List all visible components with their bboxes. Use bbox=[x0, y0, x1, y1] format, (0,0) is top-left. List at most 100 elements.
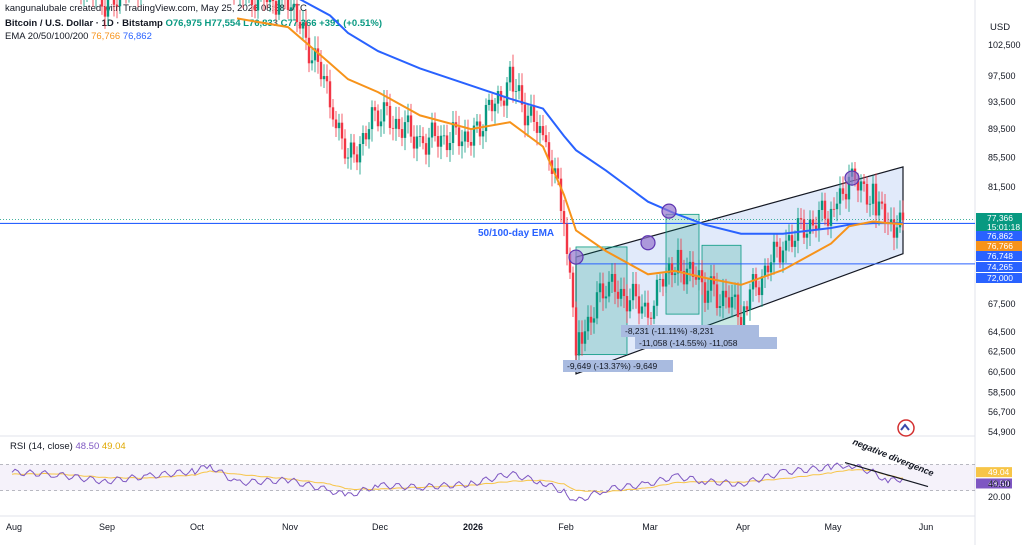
candle-body bbox=[877, 201, 881, 216]
candle-body bbox=[664, 273, 668, 287]
measure-range-1 bbox=[575, 246, 628, 356]
x-tick-label-6: Feb bbox=[558, 522, 574, 532]
candle-body bbox=[337, 122, 341, 129]
candle-body bbox=[658, 278, 662, 280]
candle-body bbox=[478, 121, 482, 137]
candle-body bbox=[703, 282, 707, 303]
candle-body bbox=[724, 290, 728, 298]
x-tick-label-5: 2026 bbox=[463, 522, 483, 532]
rsi-tick-label-1: 48.50 bbox=[988, 478, 1010, 488]
candle-body bbox=[673, 273, 677, 276]
candle-body bbox=[889, 219, 893, 223]
ema-legend-label: EMA 20/50/100/200 bbox=[5, 31, 89, 42]
candle-body bbox=[460, 141, 464, 147]
candle-body bbox=[808, 219, 812, 234]
candle-body bbox=[706, 290, 710, 303]
candle-body bbox=[739, 317, 743, 327]
pivot-marker-2 bbox=[640, 235, 656, 251]
rsi-tick-label-2: 40.00 bbox=[988, 479, 1011, 489]
price-badge-6 bbox=[976, 273, 1022, 283]
candle-body bbox=[676, 249, 680, 274]
candle-body bbox=[616, 291, 620, 299]
candle-body bbox=[256, 0, 260, 11]
candle-body bbox=[433, 122, 437, 137]
rsi-tick-label-0: 49.04 bbox=[988, 467, 1010, 477]
price-tick-label-8: 62,500 bbox=[988, 347, 1016, 357]
candle-body bbox=[313, 48, 317, 61]
candle-body bbox=[901, 212, 905, 221]
candle-body bbox=[343, 138, 347, 159]
candle-body bbox=[730, 296, 734, 308]
candle-body bbox=[445, 135, 449, 151]
x-tick-label-0: Aug bbox=[6, 522, 22, 532]
candle-body bbox=[619, 288, 623, 299]
candle-body bbox=[349, 142, 353, 158]
candle-body bbox=[742, 306, 746, 327]
candle-body bbox=[847, 176, 851, 200]
candle-body bbox=[802, 219, 806, 238]
candle-body bbox=[304, 22, 308, 38]
candle-body bbox=[718, 306, 722, 309]
candle-body bbox=[733, 294, 737, 297]
candle-body bbox=[322, 76, 326, 80]
candle-body bbox=[442, 135, 446, 137]
candle-body bbox=[370, 107, 374, 130]
candle-body bbox=[325, 76, 329, 82]
candle-body bbox=[364, 133, 368, 140]
candle-body bbox=[589, 316, 593, 323]
candle-body bbox=[592, 318, 596, 323]
candle-body bbox=[790, 235, 794, 247]
ema-annotation: 50/100-day EMA bbox=[478, 228, 554, 239]
candle-body bbox=[400, 129, 404, 138]
measure-label-3: -9,649 (-13.37%) -9,649 bbox=[567, 361, 658, 371]
price-tick-label-11: 56,700 bbox=[988, 407, 1016, 417]
x-tick-label-9: May bbox=[824, 522, 842, 532]
rsi-legend-label: RSI (14, close) bbox=[10, 441, 73, 452]
candle-body bbox=[868, 203, 872, 205]
candle-body bbox=[580, 332, 584, 344]
candle-body bbox=[346, 157, 350, 159]
candle-body bbox=[415, 136, 419, 149]
candle-body bbox=[883, 203, 887, 222]
candle-body bbox=[409, 115, 413, 137]
measure-range-3 bbox=[701, 244, 742, 332]
candle-body bbox=[661, 278, 665, 287]
candle-body bbox=[574, 307, 578, 356]
rsi-band bbox=[0, 464, 975, 491]
candle-body bbox=[319, 61, 323, 80]
candle-body bbox=[805, 233, 809, 238]
candle-body bbox=[859, 181, 863, 191]
x-tick-label-4: Dec bbox=[372, 522, 389, 532]
price-tick-label-10: 58,500 bbox=[988, 388, 1016, 398]
candle-body bbox=[598, 283, 602, 293]
candle-body bbox=[694, 276, 698, 280]
candle-body bbox=[832, 208, 836, 210]
pivot-marker-4 bbox=[844, 170, 860, 186]
candle-body bbox=[310, 60, 314, 64]
candle-body bbox=[418, 136, 422, 138]
candle-body bbox=[763, 265, 767, 277]
candle-body bbox=[745, 306, 749, 310]
price-tick-label-2: 93,500 bbox=[988, 97, 1016, 107]
price-tick-label-12: 54,900 bbox=[988, 427, 1016, 437]
candle-body bbox=[334, 119, 338, 129]
rsi-ma-value: 49.04 bbox=[101, 441, 126, 452]
rsi-value: 48.50 bbox=[75, 441, 100, 452]
candle-body bbox=[793, 240, 797, 247]
rsi-badge-1 bbox=[976, 478, 1012, 489]
rsi-tick-label-3: 20.00 bbox=[988, 492, 1011, 502]
candle-body bbox=[811, 219, 815, 226]
candle-body bbox=[871, 183, 875, 204]
candle-body bbox=[298, 22, 302, 29]
candle-body bbox=[112, 0, 116, 5]
measure-box-3: -9,649 (-13.37%) -9,649 bbox=[563, 360, 673, 372]
ema-legend: EMA 20/50/100/200 76,766 76,862 bbox=[5, 31, 152, 42]
candle-body bbox=[361, 133, 365, 144]
candle-body bbox=[292, 3, 296, 8]
candle-body bbox=[748, 289, 752, 310]
candle-body bbox=[682, 271, 686, 285]
candle-body bbox=[814, 225, 818, 230]
candle-body bbox=[376, 110, 380, 127]
candle-body bbox=[340, 122, 344, 139]
